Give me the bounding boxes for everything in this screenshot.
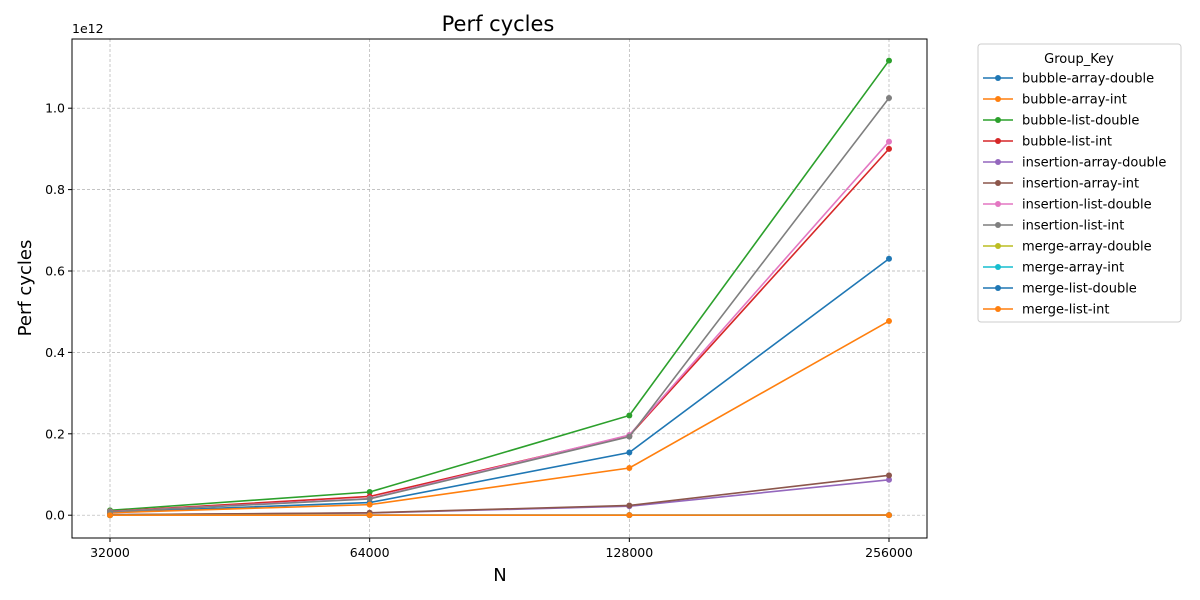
legend-swatch-marker (995, 180, 1001, 186)
data-point (626, 464, 633, 471)
y-axis-title: Perf cycles (15, 240, 36, 337)
data-point (366, 489, 373, 496)
legend-label: insertion-list-int (1022, 219, 1124, 234)
legend-item: bubble-array-int (983, 93, 1127, 108)
legend-item: bubble-array-double (983, 72, 1154, 87)
data-point (886, 318, 892, 325)
y-scale-label: 1e12 (72, 21, 104, 36)
legend-item: merge-list-int (983, 303, 1109, 318)
series-line (109, 60, 890, 512)
data-point (626, 449, 633, 456)
legend-swatch-marker (995, 306, 1001, 312)
data-point (886, 476, 892, 483)
chart-title: Perf cycles (442, 12, 555, 36)
legend-label: merge-array-double (1022, 240, 1152, 255)
legend-item: insertion-list-double (983, 198, 1152, 213)
legend-label: insertion-list-double (1022, 198, 1152, 213)
legend-label: bubble-array-int (1022, 93, 1127, 108)
x-tick-label: 256000 (865, 545, 913, 560)
legend-label: merge-array-int (1022, 261, 1124, 276)
y-tick-label: 1.0 (45, 101, 65, 116)
series-lines (107, 57, 892, 519)
legend-item: merge-array-int (983, 261, 1124, 276)
legend-label: merge-list-double (1022, 282, 1137, 297)
y-tick-label: 0.4 (45, 345, 65, 360)
legend-label: insertion-array-int (1022, 177, 1139, 192)
legend-swatch-marker (995, 201, 1001, 207)
series-line (109, 320, 890, 514)
legend-item: insertion-array-double (983, 156, 1166, 171)
data-point (107, 512, 113, 519)
y-tick-label: 0.2 (45, 426, 65, 441)
legend: Group_Key bubble-array-doublebubble-arra… (977, 43, 1182, 323)
series-bubble-list-double (107, 57, 892, 514)
data-point (886, 57, 892, 64)
legend-label: merge-list-int (1022, 303, 1109, 318)
y-tick-label: 0.6 (45, 263, 65, 278)
legend-label: bubble-array-double (1022, 72, 1154, 87)
legend-item: merge-list-double (983, 282, 1137, 297)
data-point (366, 495, 373, 502)
legend-swatch-marker (995, 117, 1001, 123)
data-point (626, 502, 633, 509)
legend-item: insertion-list-int (983, 219, 1124, 234)
legend-label: insertion-array-double (1022, 156, 1166, 171)
legend-swatch-marker (995, 243, 1001, 249)
x-axis-ticks: 32000 64000 128000 256000 (90, 538, 913, 560)
y-tick-label: 0.8 (45, 182, 65, 197)
legend-box (977, 43, 1182, 323)
legend-swatch-marker (995, 138, 1001, 144)
data-point (626, 512, 633, 519)
legend-swatch-marker (995, 159, 1001, 165)
data-point (886, 145, 892, 152)
data-point (366, 501, 373, 508)
legend-swatch-marker (995, 285, 1001, 291)
x-tick-label: 128000 (605, 545, 653, 560)
y-tick-label: 0.0 (45, 508, 65, 523)
x-tick-label: 32000 (90, 545, 130, 560)
series-line (109, 474, 890, 516)
legend-item: bubble-list-int (983, 135, 1112, 150)
legend-swatch-marker (995, 264, 1001, 270)
x-axis-title: N (493, 565, 506, 586)
series-merge-list-int (107, 512, 892, 519)
legend-swatch-marker (995, 96, 1001, 102)
x-tick-label: 64000 (350, 545, 390, 560)
series-line (109, 97, 890, 513)
data-point (886, 512, 892, 519)
series-line (109, 258, 890, 513)
legend-label: bubble-list-int (1022, 135, 1112, 150)
data-point (886, 138, 892, 145)
legend-swatch-marker (995, 222, 1001, 228)
legend-item: bubble-list-double (983, 114, 1139, 129)
legend-items: bubble-array-double bubble-array-int bubbl… (983, 72, 1166, 318)
legend-swatch-marker (995, 75, 1001, 81)
data-point (366, 512, 373, 519)
data-point (626, 412, 633, 419)
legend-item: merge-array-double (983, 240, 1152, 255)
legend-title: Group_Key (1044, 52, 1114, 67)
data-point (886, 255, 892, 262)
y-axis-ticks: 0.0 0.2 0.4 0.6 0.8 1.0 (45, 101, 72, 523)
data-point (626, 433, 633, 440)
data-point (886, 95, 892, 102)
plot-frame (71, 38, 928, 539)
data-point (886, 472, 892, 479)
legend-label: bubble-list-double (1022, 114, 1139, 129)
legend-item: insertion-array-int (983, 177, 1139, 192)
